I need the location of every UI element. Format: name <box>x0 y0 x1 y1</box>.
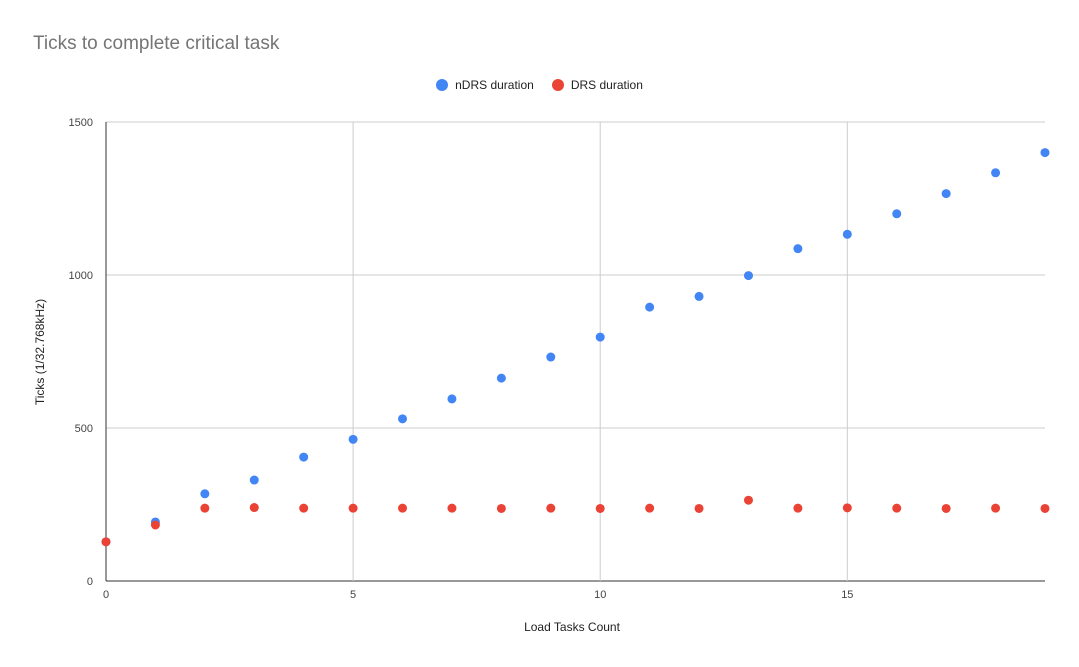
drs-point <box>793 503 803 513</box>
drs-point <box>842 503 852 513</box>
y-axis-label: Ticks (1/32.768kHz) <box>33 299 47 405</box>
legend-label-drs: DRS duration <box>570 78 643 92</box>
x-tick-label: 10 <box>594 589 606 601</box>
drs-point <box>546 503 556 513</box>
legend-label-ndrs: nDRS duration <box>455 78 534 92</box>
gridlines <box>105 121 1045 582</box>
x-tick-label: 15 <box>841 589 853 601</box>
drs-point <box>447 503 457 513</box>
chart-title: Ticks to complete critical task <box>33 33 280 54</box>
ndrs-point <box>496 373 506 383</box>
y-tick-label: 0 <box>87 576 93 588</box>
ndrs-point <box>447 394 457 404</box>
x-axis-label: Load Tasks Count <box>524 620 621 634</box>
drs-point <box>743 495 753 505</box>
drs-point <box>398 503 408 513</box>
x-tick-label: 5 <box>350 589 356 601</box>
drs-point <box>150 520 160 530</box>
drs-point <box>348 503 358 513</box>
ndrs-point <box>842 229 852 239</box>
drs-point <box>941 503 951 513</box>
ndrs-point <box>941 189 951 199</box>
ndrs-point <box>249 475 259 485</box>
drs-point <box>645 503 655 513</box>
drs-point <box>694 503 704 513</box>
ndrs-point <box>299 452 309 462</box>
ndrs-point <box>892 209 902 219</box>
legend-item-ndrs[interactable]: nDRS duration <box>436 78 534 92</box>
drs-point <box>249 503 259 513</box>
legend-swatch-ndrs <box>436 79 449 91</box>
y-tick-label: 500 <box>75 423 93 435</box>
ndrs-point <box>200 489 210 499</box>
ndrs-point <box>398 414 408 424</box>
ndrs-point <box>694 291 704 301</box>
legend: nDRS duration DRS duration <box>0 78 1079 92</box>
drs-point <box>200 503 210 513</box>
drs-point <box>892 503 902 513</box>
drs-point <box>299 503 309 513</box>
drs-point <box>1040 503 1050 513</box>
ndrs-point <box>595 332 605 342</box>
tick-labels: 0 500 1000 1500 0 5 10 15 <box>69 117 854 601</box>
y-tick-label: 1000 <box>69 270 93 282</box>
data-points <box>101 148 1050 547</box>
ndrs-point <box>991 168 1001 178</box>
drs-point <box>991 503 1001 513</box>
ndrs-point <box>793 244 803 254</box>
legend-swatch-drs <box>551 79 564 91</box>
y-tick-label: 1500 <box>69 117 93 129</box>
drs-point <box>496 503 506 513</box>
drs-point <box>101 537 111 547</box>
ndrs-point <box>645 302 655 312</box>
ndrs-point <box>743 271 753 281</box>
x-tick-label: 0 <box>103 589 109 601</box>
legend-item-drs[interactable]: DRS duration <box>551 78 643 92</box>
ndrs-point <box>348 434 358 444</box>
drs-point <box>595 503 605 513</box>
ndrs-point <box>546 352 556 362</box>
ndrs-point <box>1040 148 1050 158</box>
